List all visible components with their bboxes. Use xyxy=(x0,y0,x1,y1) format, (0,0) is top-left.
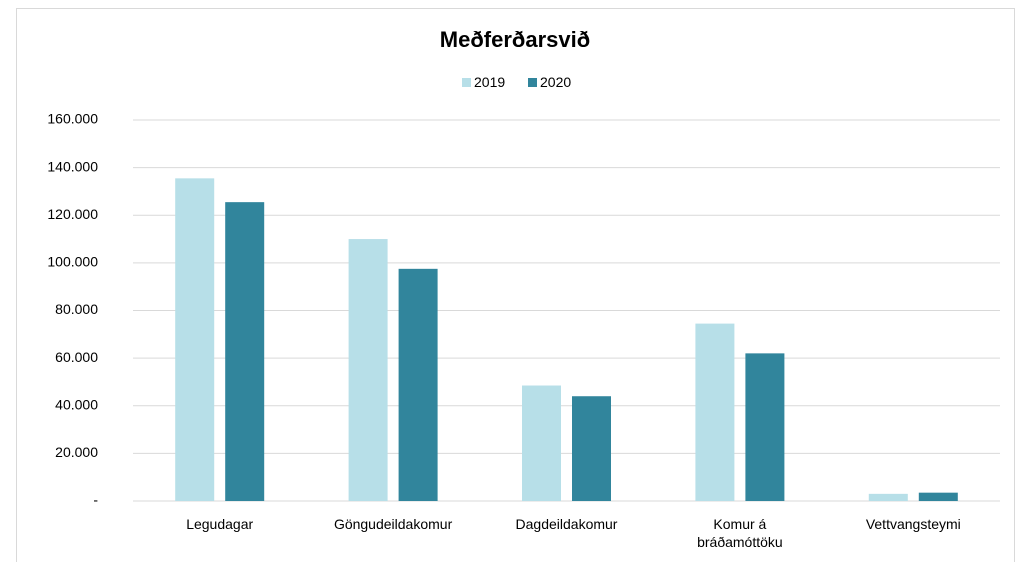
y-tick-label: 140.000 xyxy=(47,158,98,174)
y-tick-label: 40.000 xyxy=(55,396,98,412)
legend-swatch xyxy=(462,78,471,87)
y-tick-label: - xyxy=(93,492,98,508)
y-tick-label: 100.000 xyxy=(47,254,98,270)
bar xyxy=(522,385,561,501)
chart-title: Meðferðarsvið xyxy=(440,27,590,52)
x-tick-label: Göngudeildakomur xyxy=(333,516,453,532)
y-tick-label: 160.000 xyxy=(47,111,98,127)
x-tick-label: Komur á bráðamóttöku xyxy=(697,516,783,550)
x-tick-label: Vettvangsteymi xyxy=(865,516,961,532)
legend-label: 2020 xyxy=(540,74,571,90)
bar xyxy=(572,396,611,501)
bar xyxy=(918,492,958,501)
bar xyxy=(225,202,265,501)
bar xyxy=(745,353,785,501)
bar xyxy=(175,178,215,501)
y-tick-label: 80.000 xyxy=(55,301,98,317)
x-tick-label: Dagdeildakomur xyxy=(515,516,618,532)
bar xyxy=(868,493,908,501)
legend-label: 2019 xyxy=(474,74,505,90)
y-tick-label: 20.000 xyxy=(55,444,98,460)
bar xyxy=(348,239,388,501)
bar xyxy=(695,323,735,501)
y-tick-label: 120.000 xyxy=(47,206,98,222)
y-tick-label: 60.000 xyxy=(55,349,98,365)
legend-swatch xyxy=(528,78,537,87)
bar xyxy=(398,268,438,501)
x-tick-label: Legudagar xyxy=(186,516,254,532)
chart-frame xyxy=(16,8,1015,562)
